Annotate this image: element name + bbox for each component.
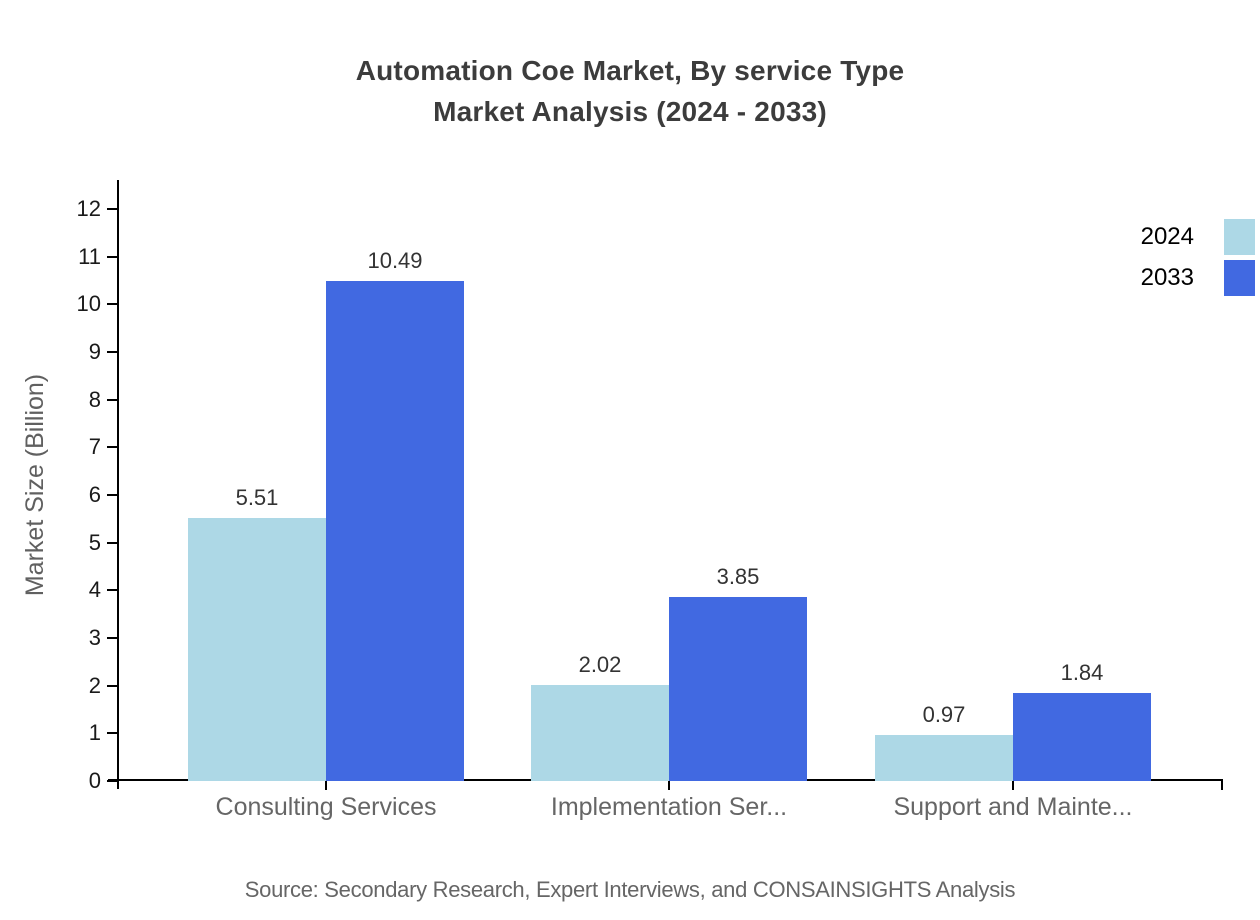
y-tick-mark	[107, 732, 118, 735]
category-label: Support and Mainte...	[893, 793, 1133, 821]
category-label: Consulting Services	[215, 793, 437, 821]
legend: 2024 2033	[1141, 219, 1255, 296]
bar-2033	[669, 597, 807, 781]
y-tick-mark	[107, 446, 118, 449]
x-tick-mark	[1221, 781, 1223, 790]
y-tick-label: 10	[76, 291, 101, 317]
legend-item: 2024	[1141, 219, 1255, 255]
bar-2033	[326, 280, 464, 781]
y-tick-mark	[107, 684, 118, 687]
bar-value-label: 2.02	[578, 651, 622, 677]
legend-label: 2024	[1140, 223, 1194, 250]
chart-title: Automation Coe Market, By service Type M…	[0, 50, 1260, 132]
y-tick-label: 5	[88, 529, 101, 555]
y-tick-label: 6	[88, 482, 101, 507]
y-tick-mark	[107, 208, 118, 210]
y-tick-label: 4	[88, 577, 101, 603]
bar-value-label: 0.97	[922, 701, 966, 727]
y-tick-label: 9	[88, 339, 101, 364]
y-tick-mark	[107, 303, 118, 306]
y-tick-mark	[107, 589, 118, 592]
x-tick-mark	[325, 781, 327, 790]
y-tick-label: 2	[88, 672, 101, 698]
legend-item: 2033	[1141, 260, 1255, 296]
y-tick-mark	[107, 494, 118, 496]
bar-value-label: 10.49	[367, 247, 423, 273]
y-tick-mark	[107, 780, 118, 782]
y-tick-label: 3	[88, 625, 101, 650]
chart-title-line2: Market Analysis (2024 - 2033)	[433, 96, 827, 127]
y-tick-mark	[107, 541, 118, 544]
y-tick-mark	[107, 637, 118, 639]
bar-2024	[875, 734, 1013, 781]
y-tick-mark	[107, 351, 118, 353]
y-axis-line	[117, 180, 119, 789]
y-tick-mark	[107, 398, 118, 401]
y-tick-label: 11	[78, 243, 101, 269]
legend-label: 2033	[1140, 264, 1194, 291]
y-tick-label: 12	[76, 196, 101, 221]
bar-value-label: 3.85	[716, 564, 760, 590]
bar-2033	[1013, 693, 1151, 781]
y-tick-label: 1	[88, 720, 101, 746]
legend-swatch	[1224, 219, 1255, 255]
y-tick-label: 8	[88, 386, 101, 412]
x-tick-mark	[1012, 781, 1014, 790]
bar-value-label: 1.84	[1060, 660, 1104, 686]
bar-value-label: 5.51	[235, 485, 279, 511]
bar-2024	[531, 684, 669, 781]
bar-2024	[188, 518, 326, 781]
y-tick-mark	[107, 255, 118, 258]
legend-swatch	[1224, 260, 1255, 296]
category-label: Implementation Ser...	[550, 793, 788, 821]
y-tick-label: 7	[88, 434, 101, 460]
x-tick-mark	[668, 781, 670, 790]
source-note: Source: Secondary Research, Expert Inter…	[244, 877, 1016, 902]
chart-title-line1: Automation Coe Market, By service Type	[355, 55, 905, 86]
y-tick-label: 0	[88, 768, 101, 793]
